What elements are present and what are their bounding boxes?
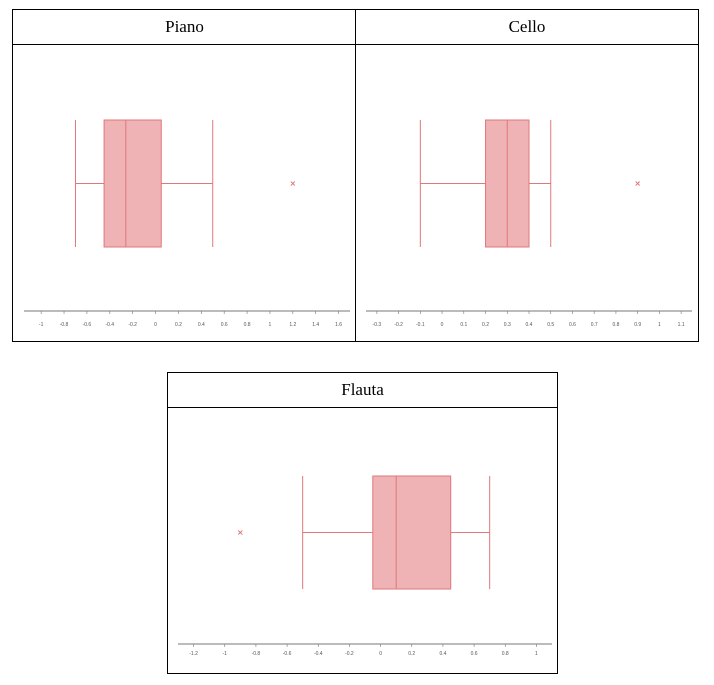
x-tick-label: -1.2 — [189, 651, 198, 657]
x-tick-label: 1.2 — [289, 322, 296, 328]
x-tick-label: 0.4 — [198, 322, 205, 328]
x-tick-label: 0.8 — [502, 651, 509, 657]
x-tick-label: 0.9 — [634, 322, 641, 328]
x-tick-label: -0.6 — [83, 322, 92, 328]
x-tick-label: -0.2 — [345, 651, 354, 657]
x-tick-label: -1 — [223, 651, 228, 657]
piano-boxplot: -1 -0.8 -0.6 -0.4 -0.2 0 0.2 0.4 0.6 0.8 1 1.2 1.4 1.… — [24, 119, 350, 328]
x-tick-label: 0.6 — [221, 322, 228, 328]
cello-panel: Cello -0.3 -0.2 -0.1 0 0.1 0.2 0.3 0.4 0.5 0.6 0.7… — [355, 9, 699, 342]
x-tick-label: 0 — [441, 322, 444, 328]
x-tick-label: 0 — [154, 322, 157, 328]
x-tick-label: 0.3 — [504, 322, 511, 328]
x-tick-label: 0.7 — [591, 322, 598, 328]
flauta-panel: Flauta -1.2 -1 -0.8 -0.6 -0.4 -0.2 0 0.2 0.4 0.6 0… — [167, 372, 558, 674]
x-tick-label: 0.5 — [547, 322, 554, 328]
x-tick-label: 0.8 — [244, 322, 251, 328]
piano-panel: Piano -1 -0.8 -0.6 -0.4 -0.2 0 0.2 0.4 0.6 0.8 1 1.… — [12, 9, 357, 342]
x-tick-label: -0.1 — [416, 322, 425, 328]
iqr-box — [372, 475, 452, 590]
x-tick-label: 1.6 — [335, 322, 342, 328]
x-tick-label: 0.2 — [408, 651, 415, 657]
x-tick-label: 0.8 — [612, 322, 619, 328]
outlier-point — [635, 181, 640, 186]
x-tick-label: -0.6 — [283, 651, 292, 657]
x-tick-label: 0.6 — [569, 322, 576, 328]
x-tick-label: 0.4 — [526, 322, 533, 328]
x-tick-label: -0.3 — [373, 322, 382, 328]
x-tick-label: -1 — [39, 322, 44, 328]
x-tick-label: 0 — [379, 651, 382, 657]
x-tick-label: 0.2 — [482, 322, 489, 328]
flauta-title: Flauta — [168, 373, 557, 408]
piano-title: Piano — [13, 10, 356, 45]
x-tick-label: 1.4 — [312, 322, 319, 328]
x-tick-label: -0.2 — [394, 322, 403, 328]
flauta-boxplot: -1.2 -1 -0.8 -0.6 -0.4 -0.2 0 0.2 0.4 0.6 0.8 1 — [178, 475, 552, 657]
x-tick-label: 1.1 — [678, 322, 685, 328]
x-tick-label: 0.6 — [471, 651, 478, 657]
cello-title: Cello — [356, 10, 698, 45]
x-tick-label: 0.4 — [439, 651, 446, 657]
cello-boxplot: -0.3 -0.2 -0.1 0 0.1 0.2 0.3 0.4 0.5 0.6 0.7 0.8 0.9… — [366, 119, 692, 328]
iqr-box — [103, 119, 162, 248]
x-tick-label: -0.8 — [252, 651, 261, 657]
x-tick-label: 1 — [658, 322, 661, 328]
x-tick-label: 0.2 — [175, 322, 182, 328]
outlier-point — [290, 181, 296, 186]
x-tick-label: -0.4 — [314, 651, 323, 657]
outlier-point — [238, 530, 243, 535]
x-tick-label: 1 — [535, 651, 538, 657]
x-tick-label: -0.8 — [60, 322, 69, 328]
x-tick-label: 1 — [269, 322, 272, 328]
x-tick-label: -0.2 — [128, 322, 137, 328]
x-tick-label: 0.1 — [460, 322, 467, 328]
x-tick-label: -0.4 — [105, 322, 114, 328]
